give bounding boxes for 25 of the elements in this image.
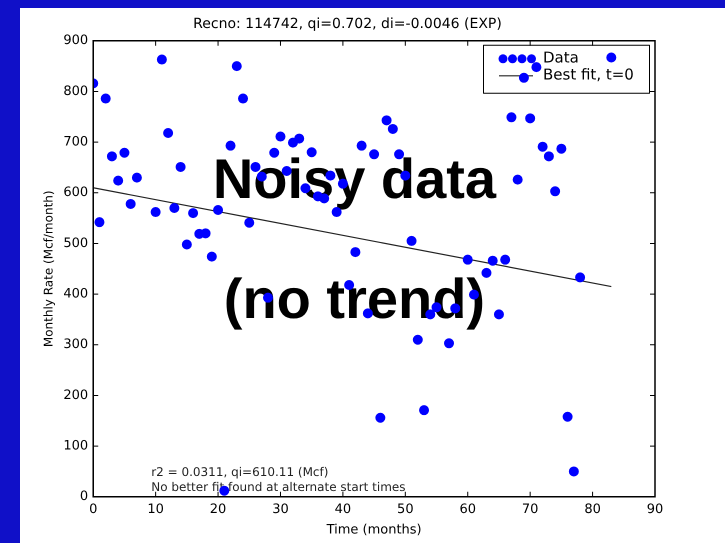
y-tick-label: 600 (63, 185, 88, 200)
legend-label: Best fit, t=0 (543, 66, 634, 84)
x-tick-label: 40 (334, 502, 352, 517)
x-tick-label: 60 (459, 502, 476, 517)
y-tick-label: 700 (63, 134, 88, 150)
x-axis-title: Time (months) (326, 522, 422, 538)
y-tick-label: 200 (63, 388, 88, 403)
y-tick-label: 900 (63, 33, 88, 48)
y-tick-label: 100 (63, 438, 88, 454)
chart-title: Recno: 114742, qi=0.702, di=-0.0046 (EXP) (193, 16, 502, 32)
y-tick-label: 400 (63, 286, 88, 302)
x-tick-label: 30 (272, 502, 289, 517)
y-tick-label: 800 (63, 84, 88, 99)
y-axis-title: Monthly Rate (Mcf/month) (41, 190, 56, 348)
x-tick-label: 20 (210, 502, 226, 517)
x-tick-label: 50 (397, 502, 414, 517)
y-tick-label: 300 (63, 337, 88, 352)
x-tick-label: 80 (584, 502, 601, 517)
legend-label: Data (543, 48, 579, 67)
y-tick-label: 0 (80, 489, 88, 504)
annotation: r2 = 0.0311, qi=610.11 (Mcf) (151, 464, 328, 479)
x-tick-label: 90 (646, 502, 664, 517)
x-tick-label: 10 (147, 502, 164, 517)
x-tick-label: 70 (522, 502, 538, 517)
y-tick-label: 500 (63, 236, 88, 251)
